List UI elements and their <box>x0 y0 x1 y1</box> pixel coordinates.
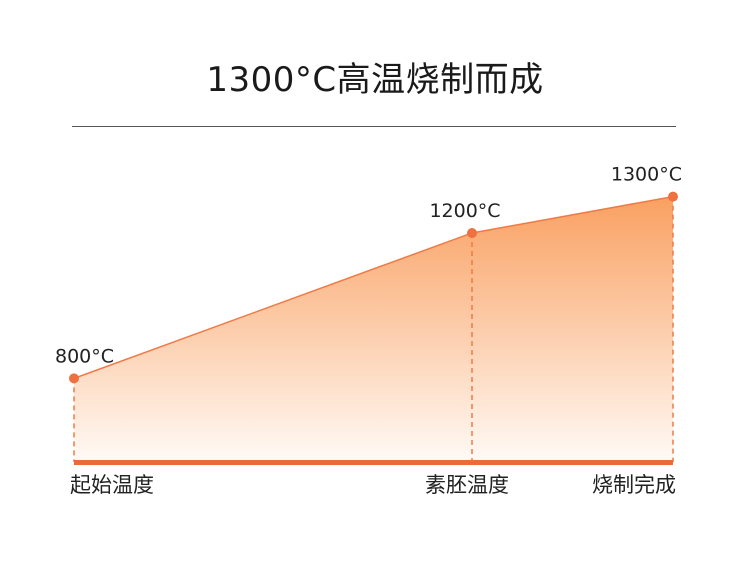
value-label-3: 1300°C <box>611 164 682 186</box>
data-point-3 <box>668 191 678 202</box>
category-label-3: 烧制完成 <box>592 473 676 497</box>
chart-title: 1300°C高温烧制而成 <box>206 60 544 100</box>
value-label-1: 800°C <box>55 345 114 367</box>
temperature-area <box>74 196 673 462</box>
category-label-1: 起始温度 <box>70 473 154 497</box>
category-label-2: 素胚温度 <box>425 473 509 497</box>
data-point-2 <box>467 227 477 238</box>
data-point-1 <box>69 373 79 384</box>
title-divider <box>72 126 676 127</box>
x-axis-baseline <box>74 460 673 465</box>
chart-layer: 800°C 1200°C 1300°C 起始温度 素胚温度 烧制完成 <box>55 164 682 497</box>
value-label-2: 1200°C <box>429 200 500 222</box>
